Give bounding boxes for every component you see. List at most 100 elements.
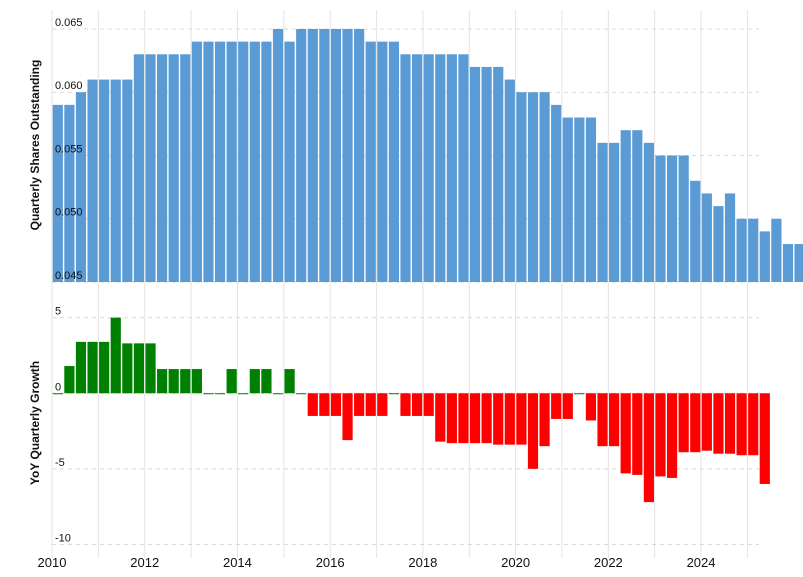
bar-growth-negative	[354, 393, 365, 416]
bar-shares-outstanding	[110, 79, 121, 283]
bar-shares-outstanding	[609, 142, 620, 282]
bar-growth-positive	[284, 369, 295, 394]
bar-growth-negative	[423, 393, 434, 416]
bar-shares-outstanding	[99, 79, 110, 283]
y-tick-label: 0.050	[55, 207, 83, 219]
bar-growth-negative	[759, 393, 770, 484]
bar-shares-outstanding	[330, 28, 342, 282]
bar-growth-positive	[226, 369, 237, 394]
bar-growth-negative	[690, 393, 701, 453]
bar-growth-negative	[620, 393, 631, 474]
bar-shares-outstanding	[284, 41, 295, 283]
bar-shares-outstanding	[551, 104, 562, 282]
bar-growth-negative	[411, 393, 423, 416]
bar-shares-outstanding	[748, 218, 759, 282]
bar-shares-outstanding	[782, 244, 794, 282]
bar-growth-negative	[632, 393, 643, 475]
x-tick-label: 2012	[130, 555, 159, 570]
bar-shares-outstanding	[724, 193, 736, 282]
bar-shares-outstanding	[759, 231, 770, 282]
bar-growth-negative	[400, 393, 411, 416]
bar-shares-outstanding	[481, 66, 492, 282]
bar-shares-outstanding	[122, 79, 133, 283]
bar-growth-positive	[87, 341, 98, 394]
bar-growth-positive	[168, 369, 179, 394]
bar-growth-negative	[748, 393, 759, 456]
bar-shares-outstanding	[713, 206, 724, 282]
bar-shares-outstanding	[585, 117, 597, 282]
bar-shares-outstanding	[655, 155, 666, 282]
bar-growth-negative	[504, 393, 515, 445]
bar-growth-negative	[342, 393, 353, 441]
bar-growth-positive	[574, 393, 585, 395]
yoy-growth-series	[52, 317, 770, 503]
bar-growth-positive	[52, 393, 63, 395]
bar-shares-outstanding	[272, 28, 284, 282]
tick-labels: 0.045 0.050 0.055 0.060 0.065 -10 -5 0 5 2010 2012…	[38, 17, 716, 570]
bar-growth-negative	[585, 393, 597, 421]
shares-outstanding-series	[52, 28, 803, 283]
bar-shares-outstanding	[168, 54, 179, 282]
x-tick-label: 2020	[501, 555, 530, 570]
bar-growth-positive	[203, 393, 214, 395]
bar-growth-positive	[388, 393, 400, 395]
bar-growth-positive	[64, 366, 75, 394]
bar-shares-outstanding	[504, 79, 515, 283]
bar-shares-outstanding	[690, 180, 701, 282]
bar-growth-negative	[551, 393, 562, 419]
bar-growth-positive	[261, 369, 272, 394]
bar-growth-negative	[597, 393, 608, 447]
bar-growth-negative	[493, 393, 504, 445]
bar-growth-positive	[133, 343, 145, 394]
bar-shares-outstanding	[678, 155, 689, 282]
y-axis-label-growth: YoY Quarterly Growth	[28, 361, 42, 485]
bar-shares-outstanding	[157, 54, 168, 282]
bar-growth-positive	[296, 393, 307, 395]
bar-growth-negative	[539, 393, 550, 447]
bar-shares-outstanding	[411, 54, 423, 282]
x-tick-label: 2022	[594, 555, 623, 570]
bar-shares-outstanding	[458, 54, 469, 282]
x-tick-label: 2016	[316, 555, 345, 570]
bar-shares-outstanding	[365, 41, 376, 283]
bar-growth-positive	[122, 343, 133, 394]
bar-shares-outstanding	[794, 244, 803, 282]
bar-shares-outstanding	[191, 41, 202, 283]
bar-growth-positive	[145, 343, 156, 394]
bar-shares-outstanding	[64, 104, 75, 282]
bar-shares-outstanding	[435, 54, 446, 282]
bar-shares-outstanding	[539, 92, 550, 282]
bar-growth-negative	[701, 393, 712, 451]
bar-growth-positive	[191, 369, 202, 394]
bar-growth-positive	[75, 341, 87, 394]
bar-shares-outstanding	[296, 28, 307, 282]
bar-shares-outstanding	[666, 155, 678, 282]
bar-growth-positive	[214, 393, 226, 395]
y-tick-label: 0.045	[55, 270, 83, 282]
bar-shares-outstanding	[388, 41, 400, 283]
bar-growth-negative	[562, 393, 573, 419]
y-tick-label: 0.065	[55, 17, 83, 29]
bar-growth-negative	[527, 393, 539, 469]
bar-shares-outstanding	[180, 54, 191, 282]
bar-shares-outstanding	[75, 92, 87, 282]
bar-growth-negative	[678, 393, 689, 453]
bar-growth-positive	[272, 393, 284, 395]
bar-shares-outstanding	[342, 28, 353, 282]
bar-shares-outstanding	[574, 117, 585, 282]
bar-shares-outstanding	[226, 41, 237, 283]
bar-shares-outstanding	[261, 41, 272, 283]
bar-growth-positive	[238, 393, 249, 395]
bar-shares-outstanding	[736, 218, 747, 282]
y-tick-label: -5	[55, 457, 65, 469]
bar-growth-positive	[249, 369, 260, 394]
bar-growth-negative	[609, 393, 620, 447]
bar-growth-positive	[110, 317, 121, 394]
y-tick-label: 0.055	[55, 143, 83, 155]
bar-shares-outstanding	[562, 117, 573, 282]
bar-growth-negative	[713, 393, 724, 454]
x-tick-label: 2010	[38, 555, 67, 570]
bar-shares-outstanding	[643, 142, 654, 282]
